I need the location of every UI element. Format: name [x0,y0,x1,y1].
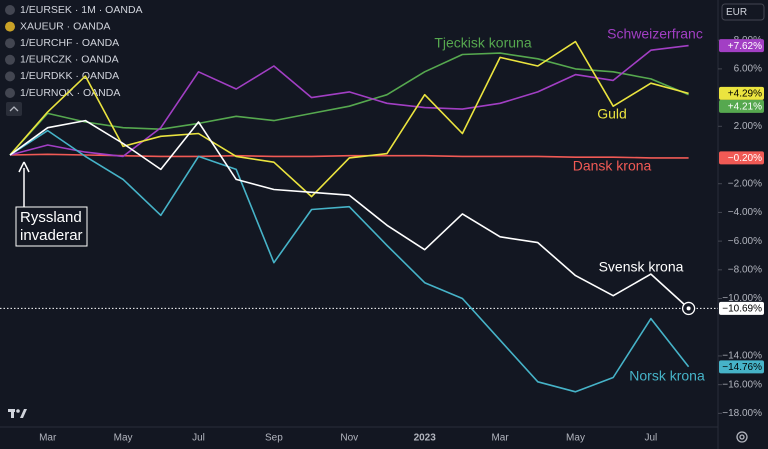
legend-symbol: 1/EURCZK · OANDA [20,54,119,66]
series-name: Schweizerfranc [607,26,703,42]
legend-symbol: 1/EURSEK · 1M · OANDA [20,4,143,16]
value-label: −14.76% [722,362,762,373]
x-tick-label: Jul [645,433,658,444]
series-name: Guld [597,106,627,122]
annotation-text: invaderar [20,227,83,244]
legend-icon [5,54,15,65]
series-line [9,44,689,158]
tv-logo [8,409,27,418]
annotation-text: Ryssland [20,209,82,226]
series-line [9,119,690,309]
y-tick-label: −4.00% [728,207,762,218]
value-label: −10.69% [722,304,762,315]
legend-icon [5,88,15,98]
collapse-button[interactable] [6,102,22,116]
annotation: Ryssland invaderar [15,161,88,247]
legend-icon [5,5,15,15]
y-tick-label: −10.00% [722,293,762,304]
legend-symbol: XAUEUR · OANDA [20,20,110,32]
series-name: Svensk krona [599,259,684,275]
x-tick-label: Mar [39,433,57,444]
legend-symbol: 1/EURCHF · OANDA [20,37,119,49]
series-name: Dansk krona [573,158,652,174]
x-tick-label: Jul [192,433,205,444]
value-label-box [719,86,764,100]
y-tick-label: −16.00% [722,379,762,390]
x-tick-label: Nov [340,433,358,444]
series-line [9,40,689,198]
legend-icon [5,38,15,49]
currency-box[interactable] [721,3,765,21]
y-tick-label: −18.00% [722,408,762,419]
series-line [9,52,689,156]
currency[interactable]: EUR [726,7,747,18]
collapse-icon [9,106,19,112]
x-tick-label: 2023 [414,433,437,444]
y-tick-label: −14.00% [722,351,762,362]
value-label-box [719,99,764,113]
value-label: +4.21% [728,102,762,113]
value-label: +4.29% [728,89,762,100]
y-tick-label: −6.00% [728,236,762,247]
legend-icon [5,71,15,82]
y-tick-label: −2.00% [728,178,762,189]
y-tick-label: 6.00% [734,64,762,75]
value-label-box [719,151,764,165]
series-name: Tjeckisk koruna [434,35,531,51]
annotation-arrow-head [18,161,30,173]
y-tick-label: 2.00% [734,121,762,132]
last-point [686,306,691,311]
y-tick-label: −8.00% [728,264,762,275]
x-tick-label: May [566,433,585,444]
series-name: Norsk krona [629,368,705,384]
series-line [9,129,690,393]
x-tick-label: Sep [265,433,283,444]
legend-symbol: 1/EURNOK · OANDA [20,87,120,99]
legend-icon [5,21,15,32]
legend-symbol: 1/EURDKK · OANDA [20,70,119,82]
settings-icon[interactable] [736,431,748,443]
annotation-box [15,206,88,247]
value-label-box [719,301,764,315]
value-label: +7.62% [728,41,762,52]
value-label-box [719,39,764,53]
x-tick-label: Mar [491,433,509,444]
value-label-box [719,360,764,374]
x-tick-label: May [114,433,133,444]
value-label: −0.20% [728,153,762,164]
